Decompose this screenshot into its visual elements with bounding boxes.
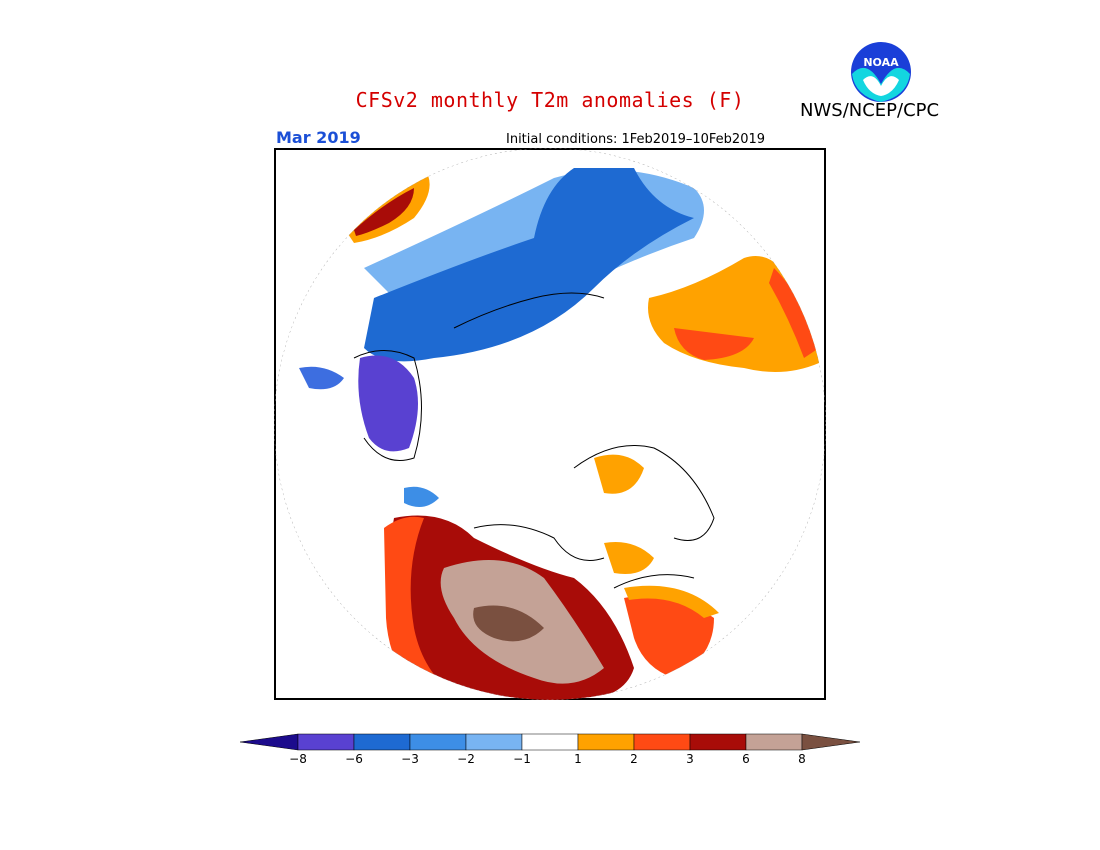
legend-label: −3 (401, 752, 419, 766)
legend-swatch (297, 733, 355, 751)
legend-arrow-high (801, 733, 861, 751)
region-warm-central (594, 454, 644, 494)
region-warm-siberia-edge (384, 516, 464, 700)
noaa-logo-icon: NOAA (851, 42, 911, 102)
region-warm-central2 (604, 542, 654, 574)
legend-label: 2 (630, 752, 638, 766)
map-title: CFSv2 monthly T2m anomalies (F) (355, 88, 745, 112)
forecast-month: Mar 2019 (276, 128, 361, 147)
legend-label: 6 (742, 752, 750, 766)
legend-label: −8 (289, 752, 307, 766)
legend-label: 1 (574, 752, 582, 766)
region-cold-canada (364, 168, 694, 362)
legend-swatch (409, 733, 467, 751)
legend-swatch (689, 733, 747, 751)
legend-swatch (577, 733, 635, 751)
legend-swatch (521, 733, 579, 751)
region-cold-greenland (358, 355, 418, 452)
legend-label: 3 (686, 752, 694, 766)
legend-label: −1 (513, 752, 531, 766)
region-warm-alaska-core (354, 188, 414, 236)
region-warm-east-edge (769, 268, 819, 358)
legend-arrow-low (240, 733, 299, 751)
region-warm-siberia-brown (473, 605, 544, 642)
polar-map (274, 148, 826, 700)
legend-swatch (633, 733, 691, 751)
legend-label: 8 (798, 752, 806, 766)
color-legend (240, 733, 861, 751)
region-cold-iceland (299, 366, 344, 390)
initial-conditions: Initial conditions: 1Feb2019–10Feb2019 (506, 132, 766, 147)
legend-swatch (353, 733, 411, 751)
agency-label: NWS/NCEP/CPC (800, 100, 940, 121)
legend-label: −2 (457, 752, 475, 766)
legend-swatch (465, 733, 523, 751)
region-cold-scandinavia (404, 486, 439, 507)
legend-swatch (745, 733, 803, 751)
region-warm-asia-edge (624, 585, 719, 618)
logo-text: NOAA (863, 56, 899, 69)
region-warm-east-core (674, 328, 754, 360)
legend-label: −6 (345, 752, 363, 766)
region-warm-asia (624, 595, 714, 678)
